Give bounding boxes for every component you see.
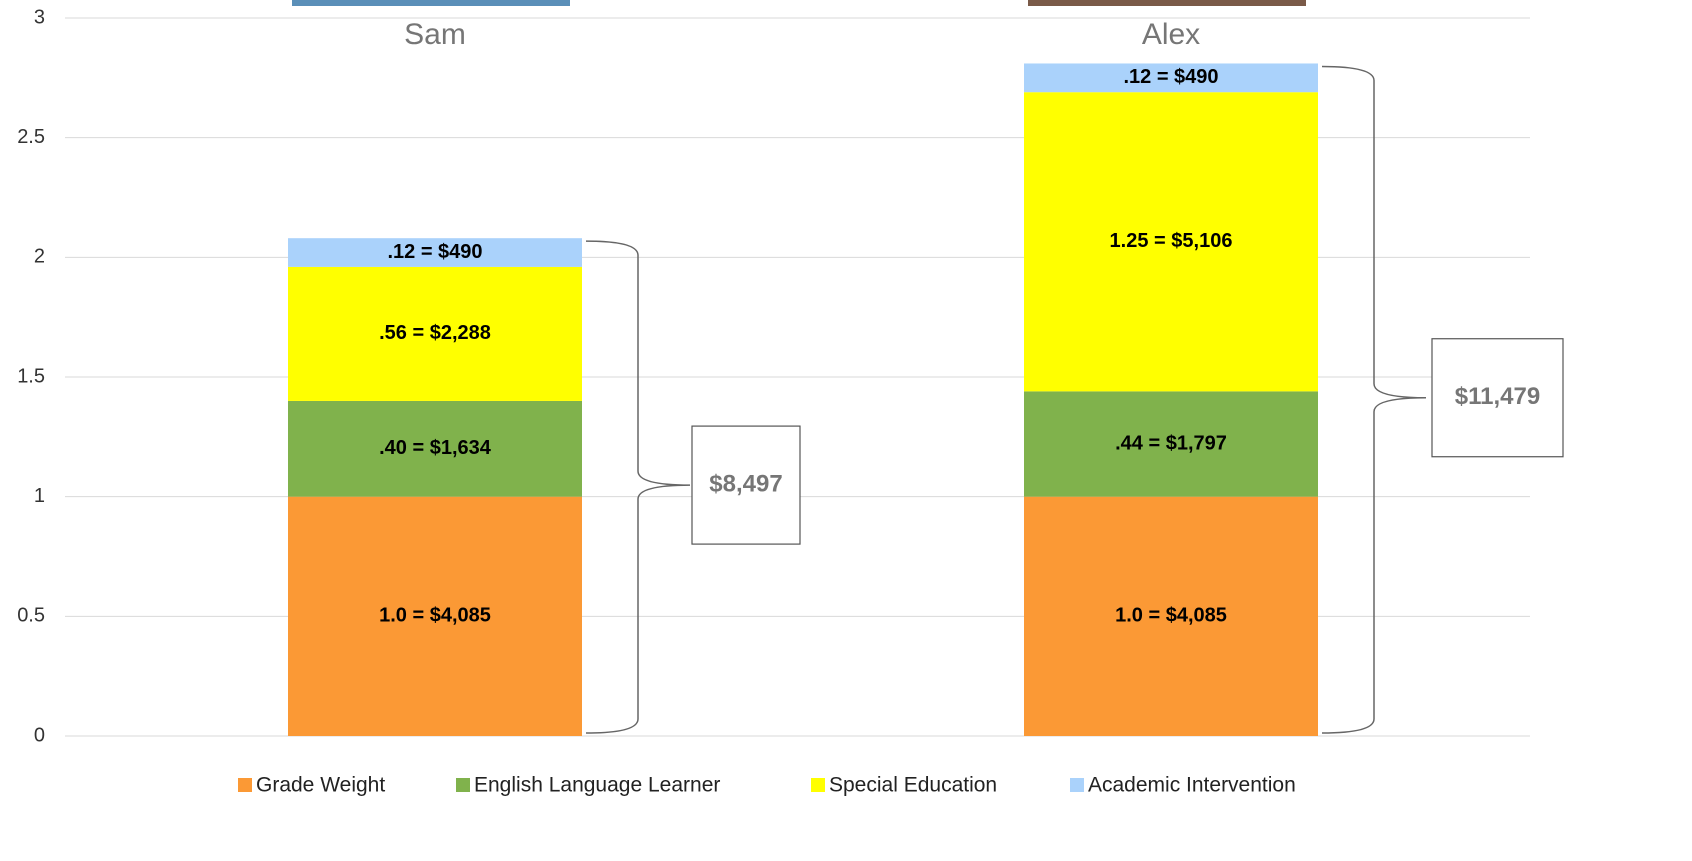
bar-segment bbox=[1024, 391, 1318, 497]
value-label: .56 = $2,288 bbox=[379, 322, 491, 344]
bar-segment bbox=[1024, 63, 1318, 93]
category-label: Sam bbox=[404, 18, 466, 51]
bar-segment bbox=[288, 238, 582, 267]
y-tick-label: 2.5 bbox=[17, 126, 45, 148]
y-tick-label: 0.5 bbox=[17, 605, 45, 627]
legend-label: Special Education bbox=[829, 774, 997, 797]
y-tick-label: 0 bbox=[34, 724, 45, 746]
bar-segment bbox=[288, 496, 582, 736]
value-label: .12 = $490 bbox=[1123, 66, 1218, 88]
value-label: 1.0 = $4,085 bbox=[1115, 605, 1227, 627]
value-label: 1.25 = $5,106 bbox=[1110, 230, 1233, 252]
legend-swatch bbox=[456, 778, 470, 792]
bar-segment bbox=[288, 266, 582, 401]
y-tick-label: 3 bbox=[34, 6, 45, 28]
brace bbox=[1321, 65, 1427, 734]
photo bbox=[292, 0, 570, 6]
value-label: .12 = $490 bbox=[387, 241, 482, 263]
legend-swatch bbox=[238, 778, 252, 792]
total-box bbox=[691, 425, 801, 545]
legend-swatch bbox=[811, 778, 825, 792]
legend-swatch bbox=[1070, 778, 1084, 792]
y-tick-label: 1 bbox=[34, 485, 45, 507]
bar-segment bbox=[1024, 92, 1318, 392]
value-label: .40 = $1,634 bbox=[379, 437, 492, 459]
photo bbox=[1028, 0, 1306, 6]
brace bbox=[585, 240, 691, 734]
legend-label: Academic Intervention bbox=[1088, 774, 1296, 797]
value-label: .44 = $1,797 bbox=[1115, 432, 1227, 454]
legend-label: Grade Weight bbox=[256, 774, 385, 797]
total-label: $8,497 bbox=[709, 470, 782, 497]
bar-segment bbox=[1024, 496, 1318, 736]
total-label: $11,479 bbox=[1455, 383, 1540, 410]
bar-segment bbox=[288, 400, 582, 497]
category-label: Alex bbox=[1142, 18, 1200, 51]
value-label: 1.0 = $4,085 bbox=[379, 605, 491, 627]
total-box bbox=[1431, 338, 1564, 458]
y-tick-label: 1.5 bbox=[17, 365, 45, 387]
legend-label: English Language Learner bbox=[474, 774, 720, 797]
y-tick-label: 2 bbox=[34, 246, 45, 268]
